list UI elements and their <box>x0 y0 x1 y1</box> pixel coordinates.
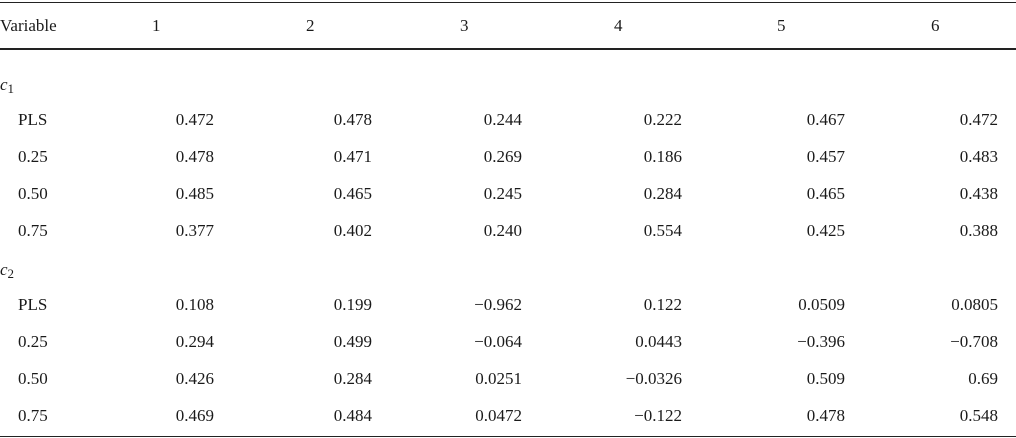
header-col-4: 4 <box>614 16 623 35</box>
header-col-3: 3 <box>460 16 469 35</box>
table-cell: 0.478 <box>333 110 372 129</box>
table-cell: 0.465 <box>333 184 372 203</box>
table-cell: 0.244 <box>483 110 522 129</box>
table-cell: 0.0472 <box>475 406 522 425</box>
table-cell: 0.0443 <box>635 332 682 351</box>
table-cell: 0.108 <box>175 295 214 314</box>
table-cell: 0.199 <box>333 295 372 314</box>
header-col-2: 2 <box>306 16 315 35</box>
header-variable: Variable <box>0 16 57 35</box>
table-cell: 0.499 <box>333 332 372 351</box>
table-cell: 0.471 <box>333 147 372 166</box>
table-cell: 0.457 <box>806 147 845 166</box>
table-cell: 0.240 <box>483 221 522 240</box>
row-label: 0.25 <box>18 332 48 351</box>
row-label: 0.50 <box>18 184 48 203</box>
table-cell: −0.064 <box>474 332 522 351</box>
row-label: 0.25 <box>18 147 48 166</box>
table-header-rule <box>0 48 1016 50</box>
table-cell: 0.483 <box>959 147 998 166</box>
table-cell: 0.0509 <box>798 295 845 314</box>
table-cell: 0.69 <box>968 369 998 388</box>
section-label-c1: c1 <box>0 75 14 97</box>
table-cell: 0.425 <box>806 221 845 240</box>
table-cell: 0.478 <box>806 406 845 425</box>
table-cell: 0.465 <box>806 184 845 203</box>
table-cell: 0.472 <box>959 110 998 129</box>
table-cell: 0.0805 <box>951 295 998 314</box>
section-label-sub: 2 <box>7 266 15 281</box>
row-label: 0.75 <box>18 221 48 240</box>
table-cell: 0.186 <box>643 147 682 166</box>
row-label: 0.75 <box>18 406 48 425</box>
row-label: 0.50 <box>18 369 48 388</box>
row-label: PLS <box>18 295 48 314</box>
table-cell: 0.438 <box>959 184 998 203</box>
table-cell: −0.396 <box>797 332 845 351</box>
table-cell: −0.962 <box>474 295 522 314</box>
header-col-6: 6 <box>931 16 940 35</box>
table-cell: 0.294 <box>175 332 214 351</box>
table-cell: 0.469 <box>175 406 214 425</box>
row-label: PLS <box>18 110 48 129</box>
table-cell: 0.269 <box>483 147 522 166</box>
table-cell: 0.509 <box>806 369 845 388</box>
table-cell: 0.484 <box>333 406 372 425</box>
table-cell: 0.222 <box>643 110 682 129</box>
section-label-sub: 1 <box>7 81 15 96</box>
header-col-5: 5 <box>777 16 786 35</box>
table-cell: 0.284 <box>643 184 682 203</box>
table-top-rule <box>0 2 1016 3</box>
table-cell: 0.467 <box>806 110 845 129</box>
table-cell: 0.377 <box>175 221 214 240</box>
table-cell: 0.0251 <box>475 369 522 388</box>
section-label-base: c <box>0 260 8 279</box>
table-cell: 0.284 <box>333 369 372 388</box>
table-cell: 0.478 <box>175 147 214 166</box>
table-cell: −0.708 <box>950 332 998 351</box>
table-cell: 0.472 <box>175 110 214 129</box>
table-bottom-rule <box>0 436 1016 437</box>
table-cell: 0.402 <box>333 221 372 240</box>
header-col-1: 1 <box>152 16 161 35</box>
table-cell: 0.122 <box>643 295 682 314</box>
table-cell: 0.548 <box>959 406 998 425</box>
table-cell: 0.388 <box>959 221 998 240</box>
section-label-base: c <box>0 75 8 94</box>
table-cell: 0.485 <box>175 184 214 203</box>
table-cell: 0.554 <box>643 221 682 240</box>
table-cell: 0.426 <box>175 369 214 388</box>
table-cell: −0.0326 <box>625 369 682 388</box>
section-label-c2: c2 <box>0 260 14 282</box>
table-cell: 0.245 <box>483 184 522 203</box>
table-cell: −0.122 <box>634 406 682 425</box>
